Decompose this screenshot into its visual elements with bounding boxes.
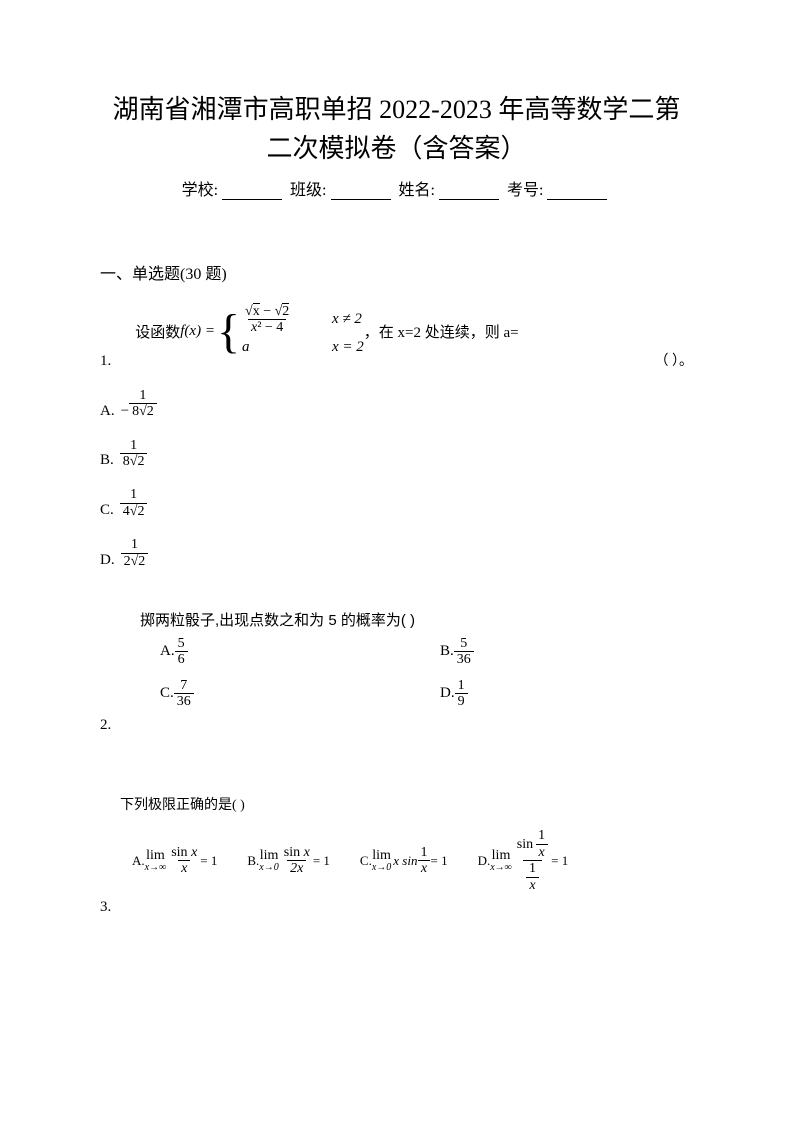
q2-stem: 掷两粒骰子,出现点数之和为 5 的概率为( )	[140, 609, 693, 630]
q1-piece2-cond: x = 2	[332, 339, 364, 356]
q2-number: 2.	[100, 717, 693, 734]
q3-D-limsub: x→∞	[490, 863, 512, 873]
q2-C-num: 7	[177, 678, 190, 693]
q3-B-eq: = 1	[313, 853, 330, 869]
q1-B-den-sqrt: 2	[137, 453, 144, 469]
q1-middle: ，在 x=2 处连续，则 a=	[364, 321, 519, 342]
q1-A-num: 1	[136, 388, 149, 403]
q3-optA: A. limx→∞ sin xx = 1	[132, 828, 217, 893]
question-2: 掷两粒骰子,出现点数之和为 5 的概率为( ) A. 56 B. 536 C. …	[100, 609, 693, 735]
q3-C-limsub: x→0	[372, 863, 391, 873]
q1-options: A. − 1 8√2 B. 1 8√2 C. 1 4√2 D. 1	[100, 388, 693, 569]
piecewise: √x − √2 x² − 4 x ≠ 2 a x = 2	[242, 304, 364, 360]
question-3: 下列极限正确的是( ) A. limx→∞ sin xx = 1 B. limx…	[100, 794, 693, 916]
q1-B-den-coef: 8	[123, 454, 130, 469]
q2-C-den: 36	[174, 693, 194, 709]
q3-B-label: B.	[247, 853, 259, 869]
q3-A-eq: = 1	[200, 853, 217, 869]
q1-A-den-coef: 8	[132, 404, 139, 419]
section-header: 一、单选题(30 题)	[100, 260, 693, 284]
school-label: 学校:	[182, 182, 218, 199]
q2-A-label: A.	[160, 643, 175, 660]
q3-D-topnum: sin1x	[514, 828, 551, 860]
q2-A-den: 6	[175, 651, 188, 667]
q3-D-eq: = 1	[551, 853, 568, 869]
q3-optD: D. limx→∞ sin1x 1x = 1	[478, 828, 569, 893]
q1-B-num: 1	[127, 438, 140, 453]
q1-piece1-den: x² − 4	[248, 319, 286, 335]
q3-B-limsub: x→0	[259, 863, 278, 873]
q3-number: 3.	[100, 899, 693, 916]
name-label: 姓名:	[399, 182, 435, 199]
info-line: 学校: 班级: 姓名: 考号:	[100, 176, 693, 200]
q1-D-den-coef: 2	[124, 554, 131, 569]
q1-piece1-num: √x − √2	[242, 304, 292, 319]
school-blank[interactable]	[222, 199, 282, 200]
q1-C-den-coef: 4	[123, 504, 130, 519]
q3-C-eq: = 1	[430, 853, 447, 869]
q3-optB: B. limx→0 sin x2x = 1	[247, 828, 330, 893]
q3-C-num: 1	[417, 845, 430, 860]
q1-bracket: （ ）。	[655, 350, 694, 370]
question-1: 1. 设函数 f(x) = { √x − √2 x² − 4 x ≠ 2	[100, 304, 693, 569]
q3-C-den: x	[418, 860, 430, 876]
q3-optC: C. limx→0 x sin 1x = 1	[360, 828, 448, 893]
q2-B-den: 36	[454, 651, 474, 667]
q2-B-num: 5	[457, 636, 470, 651]
q1-A-sign: −	[121, 403, 129, 420]
examno-blank[interactable]	[547, 199, 607, 200]
q3-C-label: C.	[360, 853, 372, 869]
q1-A-den-sqrt: 2	[147, 403, 154, 419]
q3-B-den: 2x	[287, 860, 306, 876]
q3-C-mid: x sin	[393, 853, 417, 869]
q1-D-den-sqrt: 2	[138, 553, 145, 569]
q3-A-den: x	[178, 860, 190, 876]
q3-A-limsub: x→∞	[145, 863, 167, 873]
q2-D-num: 1	[455, 678, 468, 693]
q1-piece1-cond: x ≠ 2	[332, 311, 362, 328]
class-label: 班级:	[290, 182, 326, 199]
q2-B-label: B.	[440, 643, 454, 660]
q1-optA-label: A.	[100, 403, 115, 420]
q1-optC-label: C.	[100, 502, 114, 519]
q1-C-den-sqrt: 2	[137, 503, 144, 519]
q2-C-label: C.	[160, 685, 174, 702]
q2-D-label: D.	[440, 685, 455, 702]
q2-A-num: 5	[175, 636, 188, 651]
class-blank[interactable]	[331, 199, 391, 200]
q1-optB-label: B.	[100, 452, 114, 469]
q1-number: 1.	[100, 353, 111, 370]
q3-A-label: A.	[132, 853, 145, 869]
q3-B-num: sin x	[281, 845, 313, 860]
q3-D-botden: 1x	[523, 860, 542, 893]
page-title: 湖南省湘潭市高职单招 2022-2023 年高等数学二第二次模拟卷（含答案）	[100, 90, 693, 168]
q1-fx: f(x) =	[180, 323, 215, 340]
q1-C-num: 1	[127, 487, 140, 502]
name-blank[interactable]	[439, 199, 499, 200]
q1-piece2-val: a	[242, 339, 312, 356]
q2-D-den: 9	[455, 693, 468, 709]
brace-icon: {	[217, 313, 240, 351]
examno-label: 考号:	[507, 182, 543, 199]
q3-A-num: sin x	[168, 845, 200, 860]
q1-D-num: 1	[128, 537, 141, 552]
q3-stem: 下列极限正确的是( )	[120, 794, 693, 814]
q1-optD-label: D.	[100, 552, 115, 569]
q1-prefix: 设函数	[135, 321, 180, 342]
q3-D-label: D.	[478, 853, 491, 869]
